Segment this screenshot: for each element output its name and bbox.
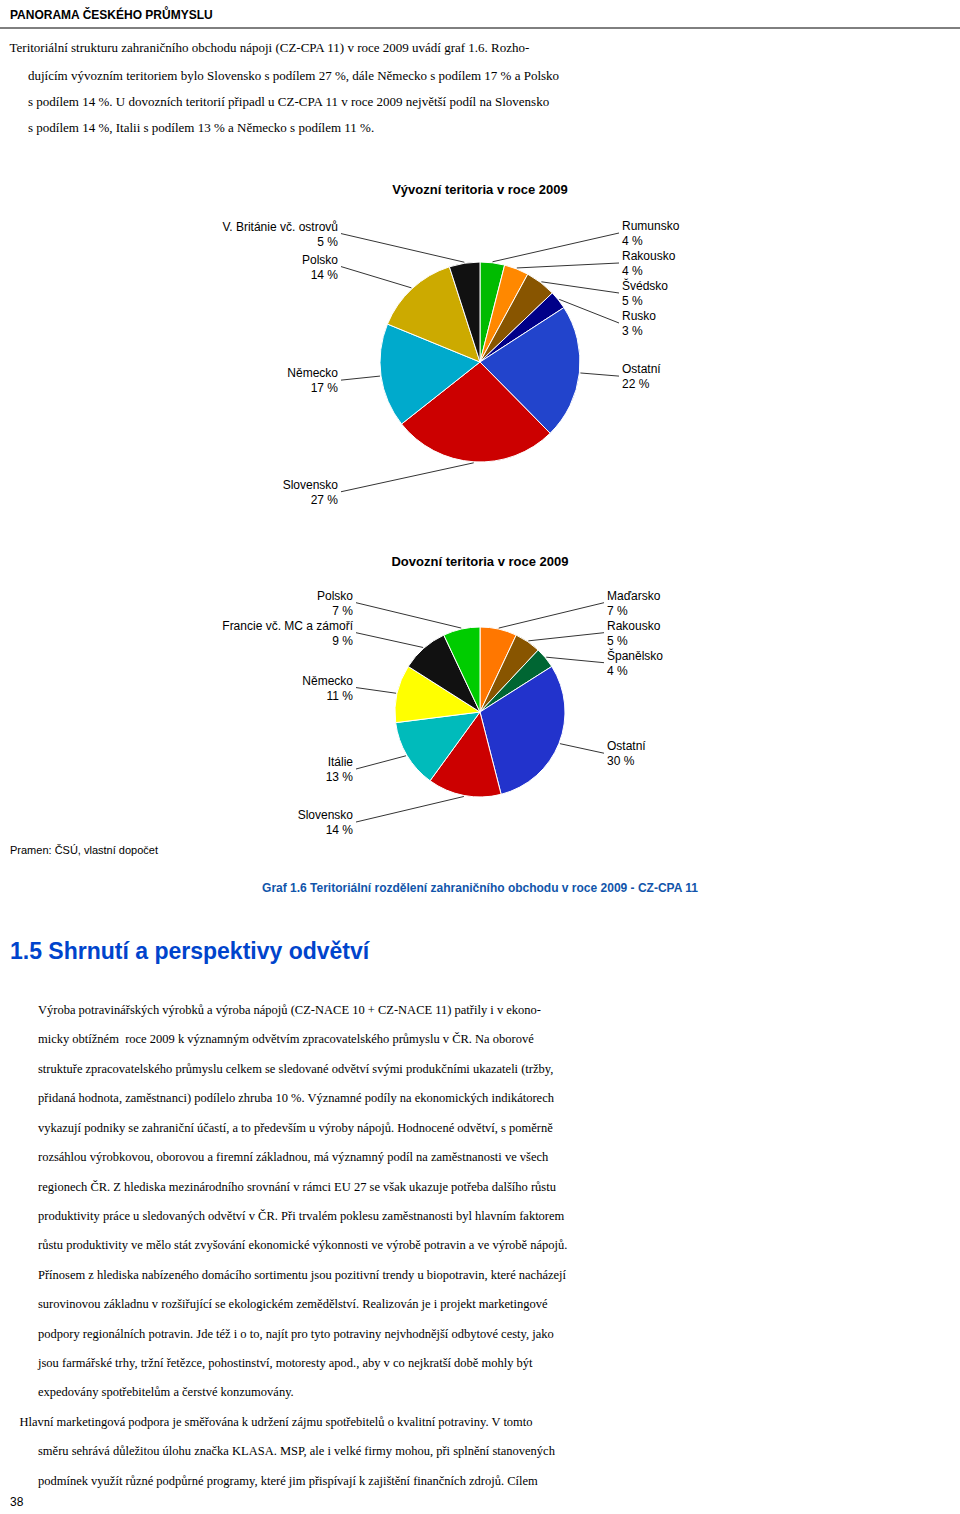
slice-label: Rakousko bbox=[622, 249, 676, 263]
slice-value-label: 5 % bbox=[622, 294, 643, 308]
slice-label: Ostatní bbox=[607, 739, 646, 753]
leader-line bbox=[356, 688, 396, 694]
chart-title: Vývozní teritoria v roce 2009 bbox=[392, 182, 568, 197]
pie-chart: Dovozní teritoria v roce 2009Maďarsko7 %… bbox=[222, 554, 663, 837]
leader-line bbox=[341, 463, 474, 492]
slice-value-label: 14 % bbox=[311, 268, 339, 282]
intro-line: Teritoriální strukturu zahraničního obch… bbox=[0, 40, 529, 55]
slice-value-label: 7 % bbox=[607, 604, 628, 618]
page-number: 38 bbox=[10, 1495, 24, 1509]
body-line: produktivity práce u sledovaných odvětví… bbox=[38, 1209, 565, 1223]
slice-label: Ostatní bbox=[622, 362, 661, 376]
slice-value-label: 14 % bbox=[326, 823, 354, 837]
slice-value-label: 3 % bbox=[622, 324, 643, 338]
slice-label: V. Británie vč. ostrovů bbox=[222, 220, 338, 234]
slice-label: Slovensko bbox=[298, 808, 354, 822]
body-line: Hlavní marketingová podpora je směřována… bbox=[10, 1415, 533, 1429]
chart-title: Dovozní teritoria v roce 2009 bbox=[391, 554, 568, 569]
slice-value-label: 5 % bbox=[607, 634, 628, 648]
slice-label: Itálie bbox=[328, 755, 354, 769]
slice-label: Švédsko bbox=[622, 278, 668, 293]
slice-label: Polsko bbox=[302, 253, 338, 267]
slice-value-label: 13 % bbox=[326, 770, 354, 784]
slice-value-label: 5 % bbox=[317, 235, 338, 249]
intro-line: s podílem 14 %. U dovozních teritorií př… bbox=[28, 94, 549, 109]
slice-labels: Maďarsko7 %Rakousko5 %Španělsko4 %Ostatn… bbox=[222, 589, 663, 837]
caption: Pramen: ČSÚ, vlastní dopočet bbox=[10, 844, 158, 856]
leader-line bbox=[341, 267, 411, 288]
slice-label: Rusko bbox=[622, 309, 656, 323]
slice-label: Španělsko bbox=[607, 648, 663, 663]
slice-value-label: 11 % bbox=[327, 689, 354, 703]
slice-label: Francie vč. MC a zámoří bbox=[222, 619, 353, 633]
slice-label: Polsko bbox=[317, 589, 353, 603]
slice-label: Maďarsko bbox=[607, 589, 661, 603]
slice-label: Rakousko bbox=[607, 619, 661, 633]
intro-line: s podílem 14 %, Italii s podílem 13 % a … bbox=[28, 120, 374, 135]
leader-line bbox=[541, 282, 619, 293]
page: PANORAMA ČESKÉHO PRŮMYSLU Teritoriální s… bbox=[0, 0, 960, 1514]
slice-value-label: 30 % bbox=[607, 754, 635, 768]
slice-label: Rumunsko bbox=[622, 219, 680, 233]
slice-value-label: 9 % bbox=[332, 634, 353, 648]
slices bbox=[380, 262, 580, 462]
slice-value-label: 17 % bbox=[311, 381, 339, 395]
header-rule bbox=[0, 28, 960, 29]
body-line: rozsáhlou výrobkovou, oborovou a firemní… bbox=[38, 1150, 549, 1164]
slice-value-label: 4 % bbox=[622, 234, 643, 248]
body-line: expedovány spotřebitelům a čerstvé konzu… bbox=[38, 1385, 294, 1399]
slice-value-label: 7 % bbox=[332, 604, 353, 618]
slices bbox=[395, 627, 565, 797]
leader-line bbox=[559, 299, 619, 323]
slice-labels: Rumunsko4 %Rakousko4 %Švédsko5 %Rusko3 %… bbox=[222, 219, 679, 507]
leader-line bbox=[580, 373, 619, 376]
body-line: směru sehrává důležitou úlohu značka KLA… bbox=[38, 1444, 556, 1458]
leader-line bbox=[356, 603, 461, 628]
body-line: podmínek využít různé podpůrné programy,… bbox=[38, 1474, 538, 1488]
slice-value-label: 22 % bbox=[622, 377, 650, 391]
pie-slice bbox=[444, 627, 480, 712]
leader-line bbox=[493, 233, 619, 262]
leader-line bbox=[356, 756, 406, 769]
body-line: vykazují podniky se zahraniční účastí, a… bbox=[38, 1121, 553, 1135]
pie-chart: Vývozní teritoria v roce 2009Rumunsko4 %… bbox=[222, 182, 679, 507]
body-line: regionech ČR. Z hlediska mezinárodního s… bbox=[38, 1180, 557, 1194]
body-line: Výroba potravinářských výrobků a výroba … bbox=[38, 1003, 541, 1017]
leader-line bbox=[528, 633, 604, 641]
intro-line: dujícím vývozním teritoriem bylo Slovens… bbox=[28, 68, 559, 83]
body-line: podpory regionálních potravin. Jde též i… bbox=[38, 1327, 554, 1341]
leader-line bbox=[356, 633, 423, 648]
leader-line bbox=[356, 796, 464, 822]
pie-slice bbox=[449, 262, 480, 362]
body-line: struktuře zpracovatelského průmyslu celk… bbox=[38, 1062, 553, 1076]
leader-line bbox=[517, 263, 619, 268]
slice-value-label: 4 % bbox=[607, 664, 628, 678]
slice-value-label: 4 % bbox=[622, 264, 643, 278]
leader-line bbox=[560, 744, 604, 754]
leader-line bbox=[499, 603, 604, 628]
slice-label: Německo bbox=[302, 674, 353, 688]
body-line: micky obtížném roce 2009 k významným odv… bbox=[38, 1032, 534, 1046]
body-line: jsou farmářské trhy, tržní řetězce, poho… bbox=[37, 1356, 533, 1370]
body-line: růstu produktivity ve mělo stát zvyšován… bbox=[38, 1238, 567, 1252]
body-line: Přínosem z hlediska nabízeného domácího … bbox=[38, 1268, 567, 1282]
figure-label: Graf 1.6 Teritoriální rozdělení zahranič… bbox=[262, 881, 698, 895]
leader-line bbox=[341, 234, 464, 263]
slice-value-label: 27 % bbox=[311, 493, 339, 507]
body-line: přidaná hodnota, zaměstnanci) podílelo z… bbox=[38, 1091, 555, 1105]
header: PANORAMA ČESKÉHO PRŮMYSLU bbox=[10, 6, 213, 22]
pie-slice bbox=[396, 712, 480, 781]
leader-line bbox=[546, 657, 604, 663]
body-line: surovinovou základnu v rozšiřující se ek… bbox=[38, 1297, 548, 1311]
slice-label: Německo bbox=[287, 366, 338, 380]
section-title: 1.5 Shrnutí a perspektivy odvětví bbox=[10, 938, 371, 964]
slice-label: Slovensko bbox=[283, 478, 339, 492]
leader-line bbox=[341, 376, 380, 380]
